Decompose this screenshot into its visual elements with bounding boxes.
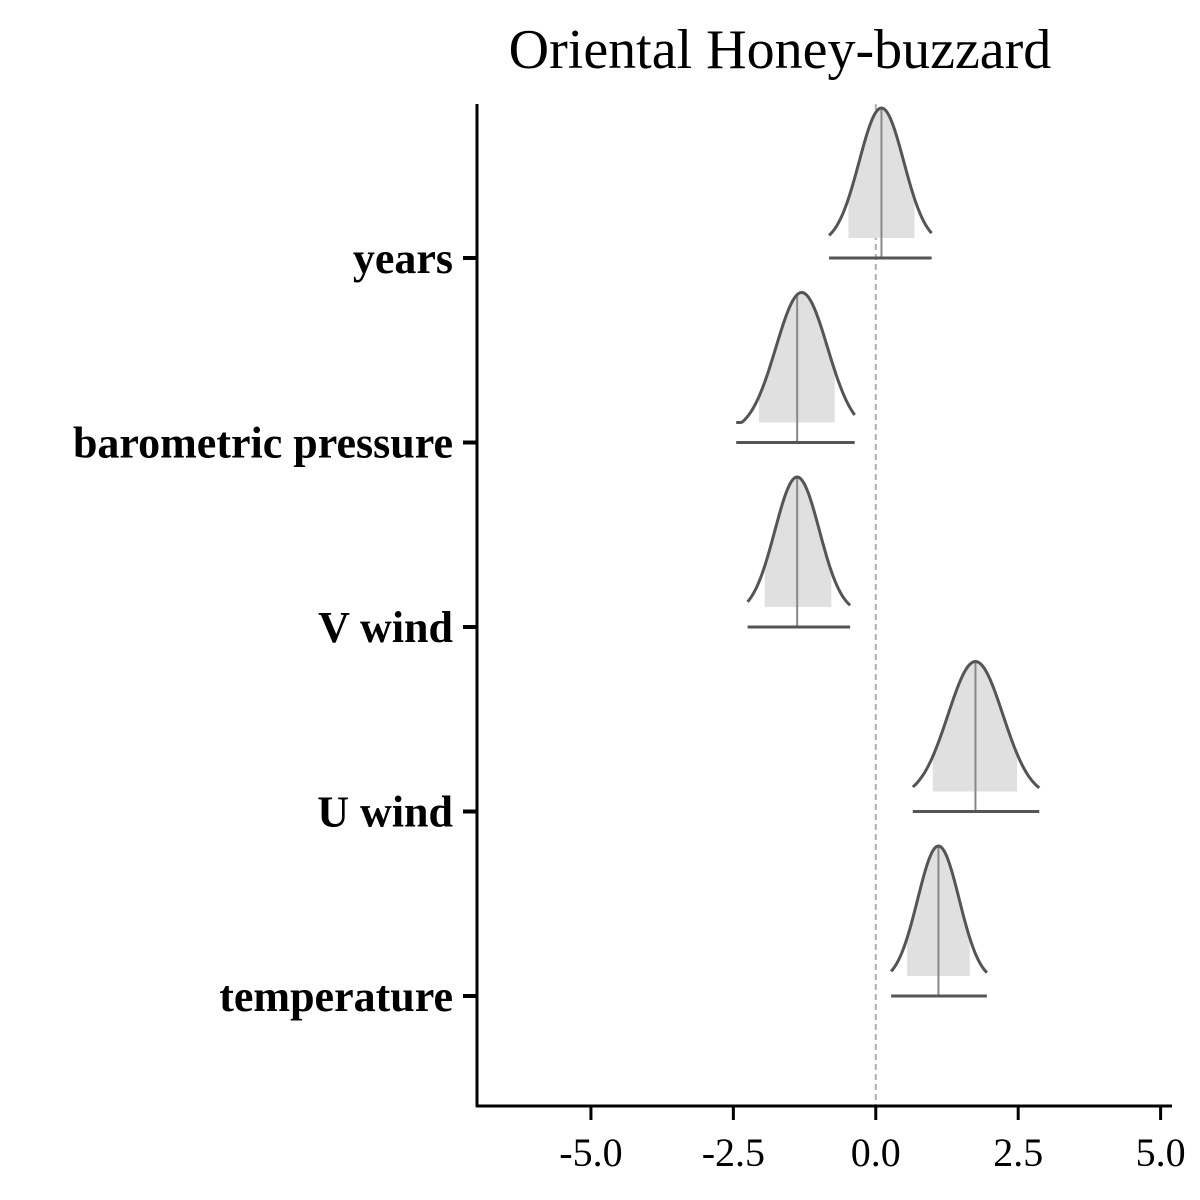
density-curve (746, 475, 852, 607)
density-ridge (890, 844, 988, 998)
x-tick-label: 0.0 (851, 1130, 901, 1175)
y-tick-label: U wind (317, 788, 453, 837)
y-tick-label: V wind (318, 603, 453, 652)
density-ridge (736, 290, 856, 444)
y-tick-label: years (353, 234, 453, 283)
y-tick-label: temperature (219, 972, 453, 1021)
density-ridge (911, 660, 1041, 813)
y-tick-label: barometric pressure (73, 419, 453, 468)
density-curve (911, 660, 1041, 790)
x-tick-label: -2.5 (702, 1130, 765, 1175)
x-tick-label: 5.0 (1136, 1130, 1186, 1175)
x-tick-label: -5.0 (559, 1130, 622, 1175)
density-ridge (746, 475, 852, 629)
chart-title: Oriental Honey-buzzard (509, 19, 1052, 81)
density-curve (890, 844, 988, 974)
x-tick-label: 2.5 (993, 1130, 1043, 1175)
plot-area: years barometric pressure V wind U wind temp… (73, 104, 1186, 1175)
density-curve (828, 106, 933, 237)
density-curve (736, 290, 856, 424)
density-ridge (828, 106, 933, 260)
